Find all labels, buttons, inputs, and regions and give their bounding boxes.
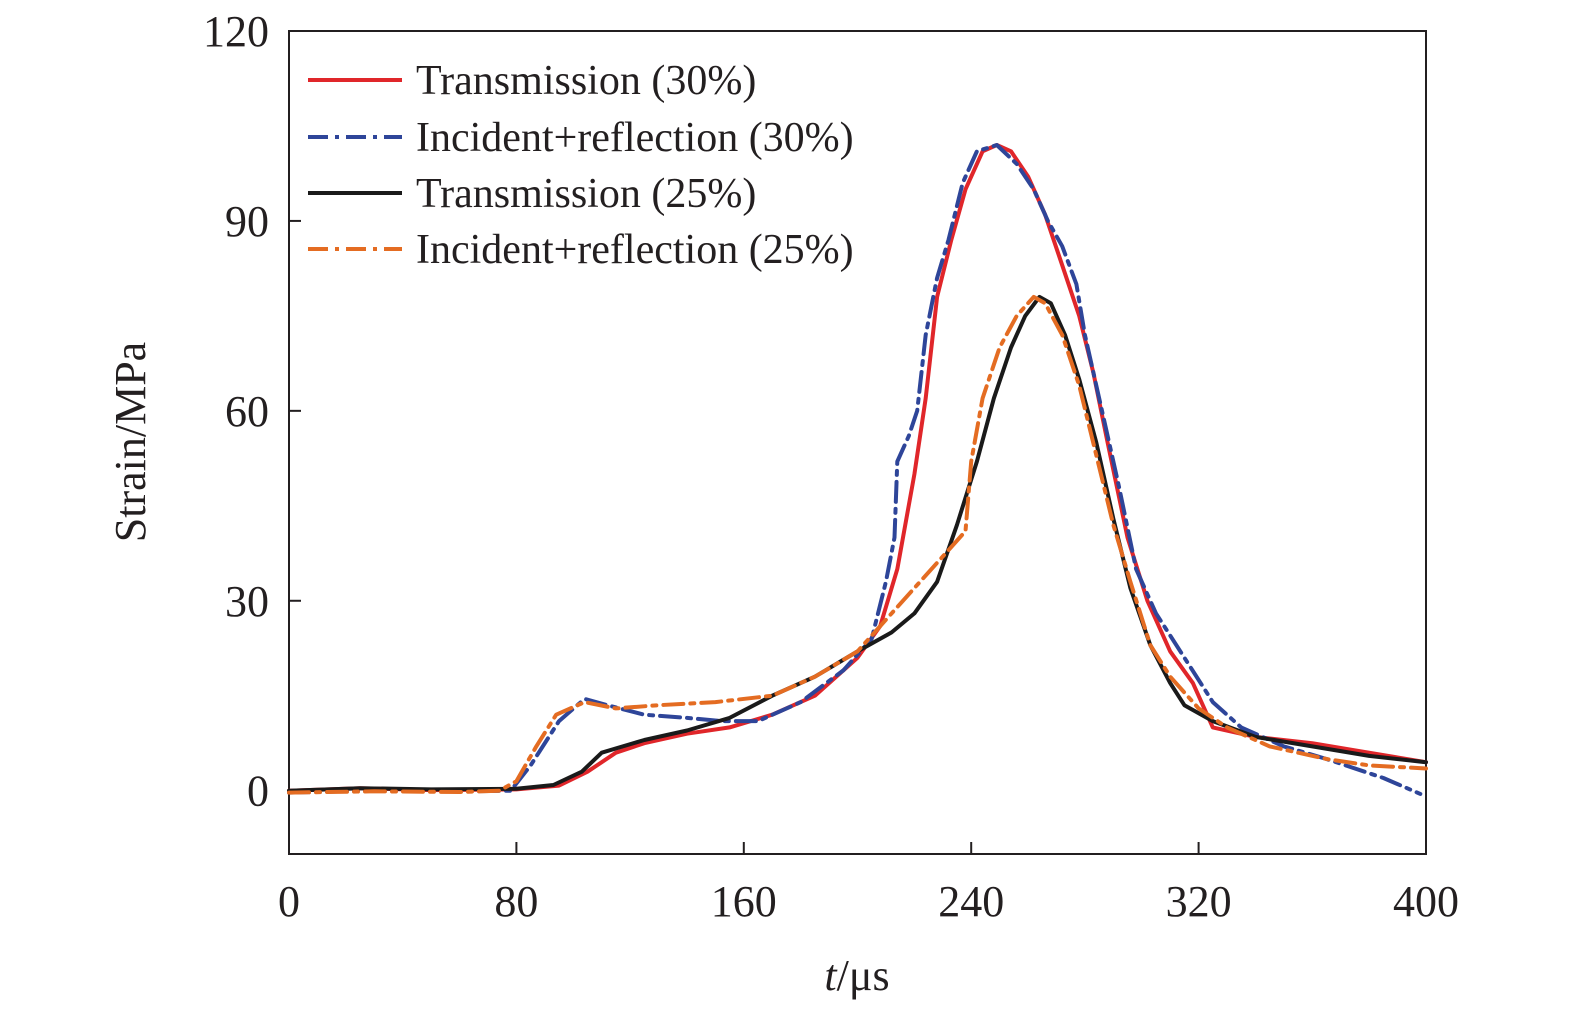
x-tick-label: 400 [1393, 877, 1459, 926]
y-tick-label: 90 [225, 197, 269, 246]
legend-label: Incident+reflection (30%) [416, 115, 854, 161]
plot-frame [288, 30, 1427, 855]
x-axis-label: t/μs [824, 951, 889, 1000]
legend-label: Incident+reflection (25%) [416, 227, 854, 273]
series-line-4 [287, 294, 1428, 795]
series-lines [287, 143, 1428, 796]
y-tick-label: 0 [247, 767, 269, 816]
y-tick-label: 60 [225, 387, 269, 436]
x-tick-label: 80 [494, 877, 538, 926]
series-line-3 [287, 294, 1428, 793]
legend: Transmission (30%) Incident+reflection (3… [308, 58, 854, 273]
series-line-1 [287, 143, 1428, 793]
axis-tick-labels: 0 80 160 240 320 400 0 30 60 90 120 [203, 7, 1459, 926]
legend-label: Transmission (30%) [416, 58, 756, 104]
series-line-2 [287, 143, 1423, 796]
axis-ticks [288, 30, 1427, 854]
y-axis-label: Strain/MPa [106, 342, 155, 542]
y-tick-label: 30 [225, 577, 269, 626]
legend-label: Transmission (25%) [416, 171, 756, 217]
x-tick-label: 160 [711, 877, 777, 926]
x-tick-label: 240 [938, 877, 1004, 926]
y-tick-label: 120 [203, 7, 269, 56]
x-tick-label: 320 [1166, 877, 1232, 926]
x-tick-label: 0 [278, 877, 300, 926]
